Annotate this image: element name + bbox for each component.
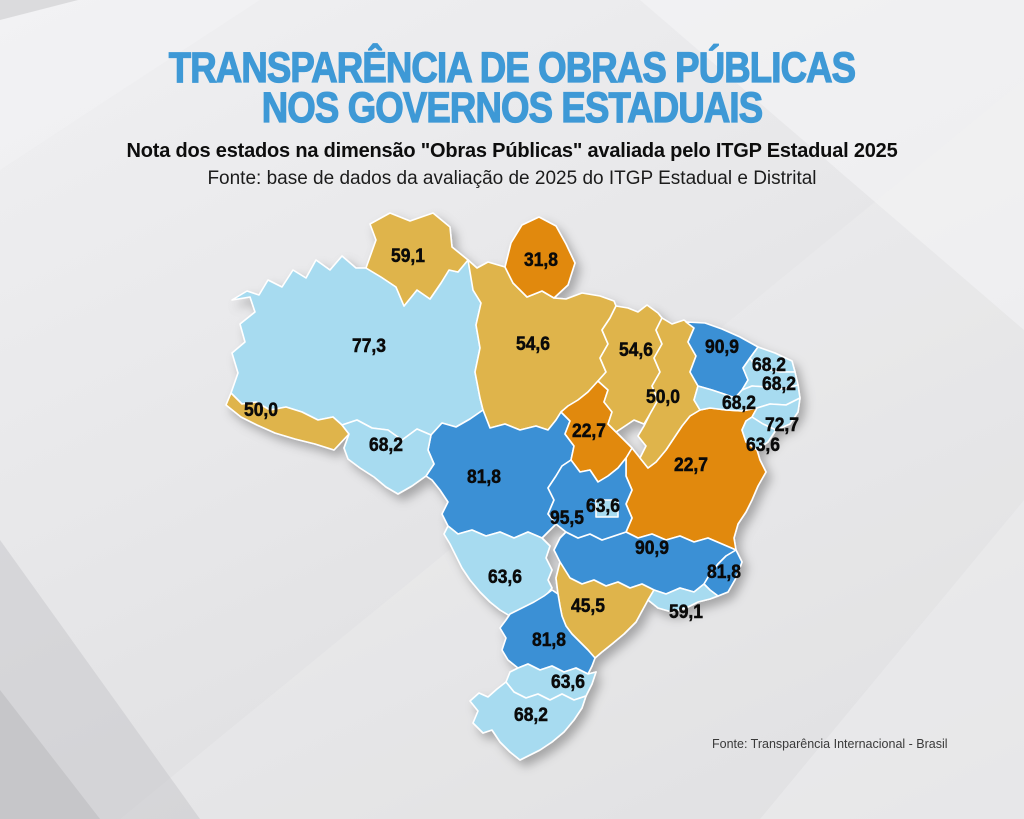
state-shape-RO	[341, 419, 435, 495]
state-shape-RJ	[647, 583, 719, 613]
page-title: TRANSPARÊNCIA DE OBRAS PÚBLICAS NOS GOVE…	[0, 44, 1024, 132]
states-layer	[225, 212, 801, 761]
footer-source: Fonte: Transparência Internacional - Bra…	[712, 737, 948, 751]
page-title-line1: TRANSPARÊNCIA DE OBRAS PÚBLICAS	[168, 44, 856, 92]
state-shape-PR	[499, 589, 596, 675]
data-source-line: Fonte: base de dados da avaliação de 202…	[207, 168, 817, 189]
state-shape-DF	[595, 499, 619, 518]
state-shape-AC	[225, 392, 350, 451]
state-shape-SE	[741, 416, 777, 451]
state-shape-GO	[547, 457, 633, 541]
state-shape-AP	[504, 216, 576, 299]
page-subtitle: Nota dos estados na dimensão "Obras Públ…	[126, 140, 898, 162]
state-shape-RR	[365, 212, 469, 307]
state-shape-RS	[469, 681, 587, 761]
state-shape-MA	[597, 304, 663, 433]
page-title-line2: NOS GOVERNOS ESTADUAIS	[261, 84, 763, 132]
